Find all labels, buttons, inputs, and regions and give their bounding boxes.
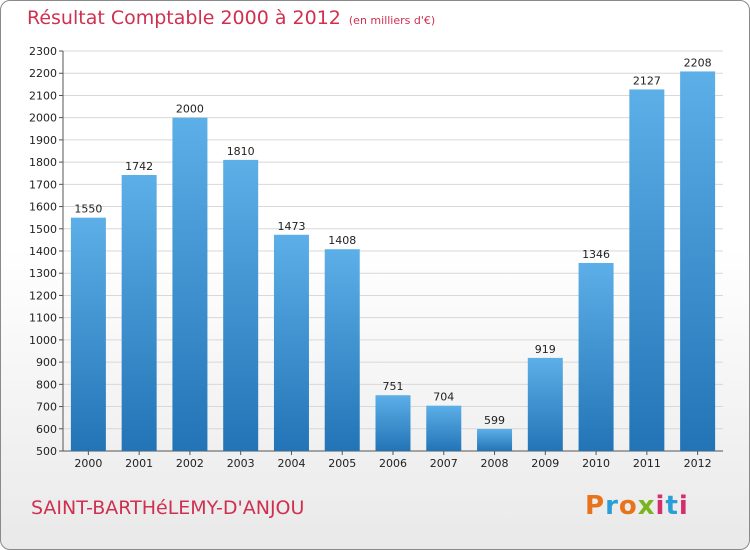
y-tick-label: 2000 [29, 112, 57, 125]
y-tick-label: 1600 [29, 201, 57, 214]
value-label-2002: 2000 [176, 103, 204, 116]
logo-letter: P [585, 491, 606, 521]
value-label-2011: 2127 [633, 74, 661, 87]
x-tick-label-2002: 2002 [176, 457, 204, 470]
value-label-2010: 1346 [582, 248, 610, 261]
x-tick-labels: 2000 2001 2002 2003 2004 2005 2006 2007 2008 2009… [74, 457, 711, 470]
y-tick-label: 700 [36, 401, 57, 414]
bar-2007 [426, 405, 462, 451]
x-tick-label-2005: 2005 [328, 457, 356, 470]
value-label-2000: 1550 [74, 203, 102, 216]
y-tick-label: 600 [36, 423, 57, 436]
logo-letter: i [655, 491, 666, 521]
logo-letter: t [665, 491, 679, 521]
bar-2001 [121, 175, 157, 451]
y-tick-label: 2100 [29, 89, 57, 102]
y-tick-label: 1500 [29, 223, 57, 236]
logo-letter: i [678, 491, 689, 521]
y-tick-label: 1200 [29, 289, 57, 302]
y-tick-label: 1100 [29, 312, 57, 325]
value-label-2009: 919 [535, 343, 556, 356]
axes [59, 50, 723, 455]
x-tick-label-2012: 2012 [684, 457, 712, 470]
x-tick-label-2001: 2001 [125, 457, 153, 470]
y-tick-labels: 500 600 700 800 900 1000 1100 1200 1300 1400 1500 1… [29, 45, 57, 458]
chart-title-text: Résultat Comptable 2000 à 2012 [27, 7, 341, 29]
logo-letter: x [637, 491, 656, 521]
x-tick-label-2008: 2008 [481, 457, 509, 470]
proxiti-logo[interactable]: Proxiti [585, 491, 689, 521]
x-tick-label-2009: 2009 [531, 457, 559, 470]
x-tick-label-2010: 2010 [582, 457, 610, 470]
bar-2011 [629, 89, 665, 451]
value-label-2001: 1742 [125, 160, 153, 173]
bar-2006 [375, 395, 411, 451]
value-label-2005: 1408 [328, 234, 356, 247]
x-tick-label-2011: 2011 [633, 457, 661, 470]
x-tick-label-2007: 2007 [430, 457, 458, 470]
logo-letter: o [618, 491, 638, 521]
y-tick-label: 1000 [29, 334, 57, 347]
y-tick-label: 2300 [29, 45, 57, 58]
y-tick-label: 2200 [29, 67, 57, 80]
value-label-2006: 751 [383, 380, 404, 393]
commune-name: SAINT-BARTHéLEMY-D'ANJOU [31, 497, 305, 519]
bar-2008 [477, 429, 513, 451]
bar-2003 [223, 159, 259, 451]
x-tick-label-2006: 2006 [379, 457, 407, 470]
y-tick-label: 1400 [29, 245, 57, 258]
y-tick-label: 800 [36, 378, 57, 391]
bars [70, 71, 716, 452]
value-label-2003: 1810 [227, 145, 255, 158]
value-label-2004: 1473 [277, 220, 305, 233]
logo-letter: r [605, 491, 619, 521]
bar-2005 [324, 249, 360, 451]
y-tick-label: 1300 [29, 267, 57, 280]
value-label-2007: 704 [433, 391, 454, 404]
chart-title: Résultat Comptable 2000 à 2012 (en millie… [27, 7, 435, 29]
bar-2002 [172, 117, 208, 452]
bar-2004 [273, 234, 309, 451]
y-tick-label: 1700 [29, 178, 57, 191]
bar-2009 [527, 357, 563, 451]
x-tick-label-2003: 2003 [227, 457, 255, 470]
y-tick-label: 900 [36, 356, 57, 369]
x-tick-label-2004: 2004 [277, 457, 305, 470]
bar-2012 [680, 71, 716, 451]
y-tick-label: 1900 [29, 134, 57, 147]
value-label-2012: 2208 [684, 56, 712, 69]
value-label-2008: 599 [484, 414, 505, 427]
bar-2000 [70, 217, 106, 451]
chart-unit: (en milliers d'€) [348, 14, 436, 27]
x-tick-label-2000: 2000 [74, 457, 102, 470]
y-tick-label: 1800 [29, 156, 57, 169]
bar-2010 [578, 263, 614, 451]
value-labels: 1550 1742 2000 1810 1473 1408 751 704 599 919 1346… [74, 56, 711, 427]
y-tick-label: 500 [36, 445, 57, 458]
